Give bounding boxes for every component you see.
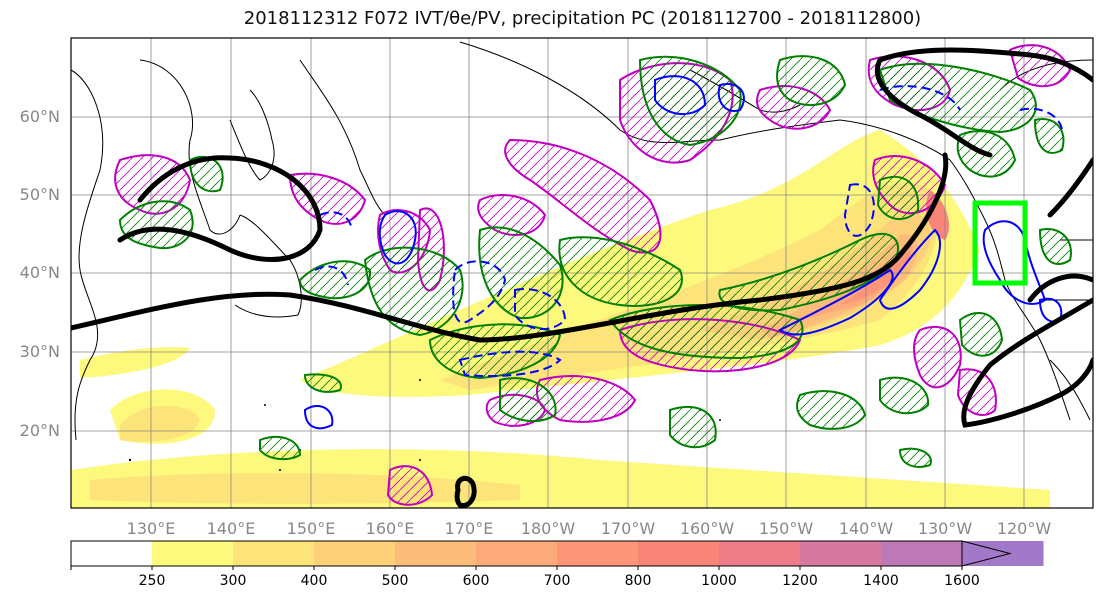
latitude-labels: 60°N 50°N 40°N 30°N 20°N bbox=[20, 107, 60, 440]
colorbar-label: 1200 bbox=[782, 573, 818, 589]
colorbar-segment bbox=[395, 541, 477, 566]
colorbar-label: 300 bbox=[220, 573, 247, 589]
map-frame bbox=[70, 37, 1094, 509]
lon-label: 170°E bbox=[445, 519, 494, 538]
lon-label: 180°W bbox=[521, 519, 576, 538]
colorbar-label: 700 bbox=[544, 573, 571, 589]
lon-label: 170°W bbox=[601, 519, 656, 538]
colorbar-segment bbox=[233, 541, 315, 566]
colorbar-segment bbox=[71, 541, 153, 566]
islands bbox=[128, 379, 721, 471]
lat-label: 40°N bbox=[20, 263, 60, 282]
colorbar-label: 500 bbox=[382, 573, 409, 589]
colorbar-label: 1400 bbox=[863, 573, 899, 589]
lon-label: 130°E bbox=[127, 519, 176, 538]
longitude-labels: 130°E 140°E 150°E 160°E 170°E 180°W 170°… bbox=[127, 519, 1052, 538]
colorbar-label: 250 bbox=[139, 573, 166, 589]
lon-label: 140°W bbox=[839, 519, 894, 538]
lon-label: 160°W bbox=[680, 519, 735, 538]
lon-label: 130°W bbox=[918, 519, 973, 538]
lat-label: 50°N bbox=[20, 185, 60, 204]
map-title: 2018112312 F072 IVT/θe/PV, precipitation… bbox=[243, 8, 922, 29]
lon-label: 160°E bbox=[366, 519, 415, 538]
colorbar-segment bbox=[476, 541, 558, 566]
colorbar-label: 800 bbox=[625, 573, 652, 589]
lon-label: 140°E bbox=[207, 519, 256, 538]
colorbar-outline bbox=[70, 540, 963, 567]
lon-label: 150°E bbox=[287, 519, 336, 538]
lon-label: 150°W bbox=[759, 519, 814, 538]
colorbar-label: 1600 bbox=[944, 573, 980, 589]
lat-label: 30°N bbox=[20, 342, 60, 361]
colorbar-segment bbox=[557, 541, 639, 566]
colorbar-segment bbox=[152, 541, 234, 566]
colorbar-label: 400 bbox=[301, 573, 328, 589]
colorbar-segment bbox=[800, 541, 882, 566]
lat-label: 20°N bbox=[20, 421, 60, 440]
lat-label: 60°N bbox=[20, 107, 60, 126]
colorbar-segment bbox=[719, 541, 801, 566]
colorbar-label: 600 bbox=[463, 573, 490, 589]
colorbar-segment bbox=[881, 541, 963, 566]
colorbar: 250 300 400 500 600 700 800 1000 1200 1400 1600 bbox=[70, 540, 1044, 589]
colorbar-segment bbox=[638, 541, 720, 566]
theta-e-contours bbox=[71, 47, 1093, 508]
colorbar-segment bbox=[314, 541, 396, 566]
lon-label: 120°W bbox=[997, 519, 1052, 538]
colorbar-label: 1000 bbox=[701, 573, 737, 589]
target-region-box bbox=[972, 200, 1028, 286]
